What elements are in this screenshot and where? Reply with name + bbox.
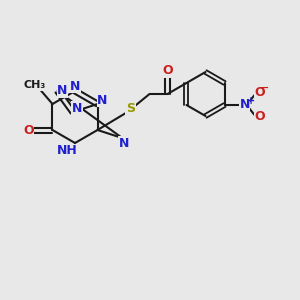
Text: +: + <box>247 96 255 106</box>
Text: O: O <box>254 86 265 100</box>
Text: CH₃: CH₃ <box>23 80 46 90</box>
Text: N: N <box>239 98 250 112</box>
Text: −: − <box>260 83 269 93</box>
Text: S: S <box>126 101 135 115</box>
Text: N: N <box>97 94 108 106</box>
Text: N: N <box>72 101 82 115</box>
Text: O: O <box>254 110 265 124</box>
Text: N: N <box>70 80 80 92</box>
Text: N: N <box>57 85 68 98</box>
Text: NH: NH <box>57 145 77 158</box>
Text: N: N <box>119 136 129 149</box>
Text: O: O <box>162 64 173 77</box>
Text: O: O <box>23 124 34 136</box>
